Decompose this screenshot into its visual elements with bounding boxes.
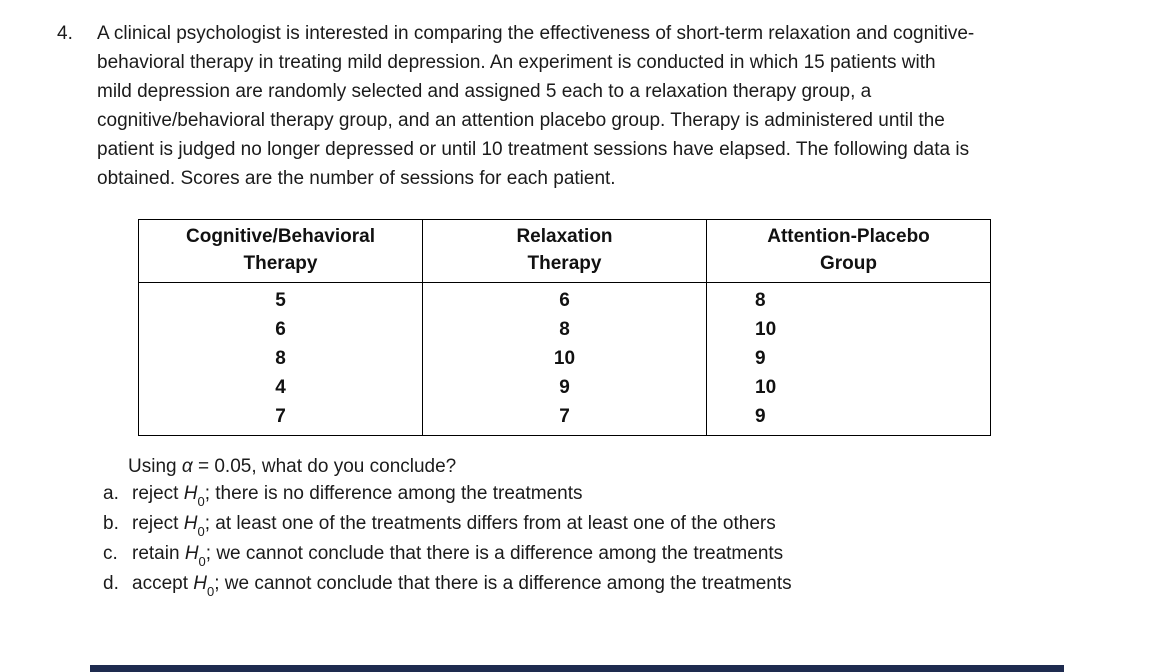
- intro-line: cognitive/behavioral therapy group, and …: [97, 110, 945, 131]
- question-4: 4. A clinical psychologist is interested…: [57, 19, 974, 193]
- table-cell: 7: [422, 402, 707, 436]
- h0-subscript: 0: [197, 493, 205, 509]
- table-row: 7 7 9: [138, 402, 991, 436]
- option-d: d. accept H0; we cannot conclude that th…: [103, 569, 792, 599]
- table-cell: 6: [422, 282, 707, 315]
- option-letter: a.: [103, 483, 119, 504]
- header-line: Relaxation: [516, 226, 613, 247]
- h0-symbol: H: [183, 513, 198, 534]
- intro-line: behavioral therapy in treating mild depr…: [97, 52, 936, 73]
- table-cell: 10: [422, 344, 707, 373]
- table-cell: 8: [422, 315, 707, 344]
- table-cell: 4: [138, 373, 423, 402]
- therapy-sessions-table: Cognitive/Behavioral Therapy Relaxation …: [138, 219, 991, 436]
- table-cell: 9: [706, 344, 991, 373]
- option-text: reject H0; there is no difference among …: [132, 483, 583, 509]
- table-header-row: Cognitive/Behavioral Therapy Relaxation …: [138, 219, 991, 283]
- table-row: 4 9 10: [138, 373, 991, 402]
- table-cell: 5: [138, 282, 423, 315]
- option-text: accept H0; we cannot conclude that there…: [132, 573, 792, 599]
- alpha-symbol: α: [181, 456, 193, 477]
- conclusion-prompt: Using α = 0.05, what do you conclude?: [128, 452, 456, 481]
- h0-symbol: H: [193, 573, 207, 594]
- header-line: Therapy: [243, 253, 318, 274]
- option-b: b. reject H0; at least one of the treatm…: [103, 509, 792, 539]
- h0-symbol: H: [184, 543, 199, 564]
- intro-line: obtained. Scores are the number of sessi…: [97, 168, 616, 189]
- option-c: c. retain H0; we cannot conclude that th…: [103, 539, 792, 569]
- answer-options: a. reject H0; there is no difference amo…: [103, 479, 792, 599]
- header-line: Cognitive/Behavioral: [186, 226, 375, 247]
- column-header-attention-placebo: Attention-Placebo Group: [706, 219, 991, 283]
- h0-subscript: 0: [207, 583, 215, 599]
- header-line: Group: [820, 253, 877, 274]
- header-line: Attention-Placebo: [767, 226, 930, 247]
- column-header-cognitive-behavioral: Cognitive/Behavioral Therapy: [138, 219, 423, 283]
- question-number: 4.: [57, 23, 73, 44]
- table-cell: 8: [706, 282, 991, 315]
- intro-line: patient is judged no longer depressed or…: [97, 139, 970, 160]
- intro-line: mild depression are randomly selected an…: [97, 81, 872, 102]
- h0-symbol: H: [183, 483, 198, 504]
- table-cell: 8: [138, 344, 423, 373]
- table-cell: 6: [138, 315, 423, 344]
- table-cell: 10: [706, 315, 991, 344]
- option-letter: d.: [103, 573, 119, 594]
- prompt-rest: = 0.05, what do you conclude?: [192, 456, 457, 477]
- option-letter: b.: [103, 513, 119, 534]
- table-cell: 7: [138, 402, 423, 436]
- h0-subscript: 0: [197, 523, 205, 539]
- option-text: reject H0; at least one of the treatment…: [132, 513, 776, 539]
- h0-subscript: 0: [198, 553, 206, 569]
- prompt-prefix: Using: [128, 456, 182, 477]
- header-line: Therapy: [527, 253, 602, 274]
- option-text: retain H0; we cannot conclude that there…: [132, 543, 784, 569]
- table-cell: 10: [706, 373, 991, 402]
- option-a: a. reject H0; there is no difference amo…: [103, 479, 792, 509]
- table-cell: 9: [706, 402, 991, 436]
- table-row: 6 8 10: [138, 315, 991, 344]
- clipped-bottom-rule: [90, 665, 1064, 672]
- question-intro-text: A clinical psychologist is interested in…: [97, 19, 974, 193]
- table-cell: 9: [422, 373, 707, 402]
- table-row: 8 10 9: [138, 344, 991, 373]
- table-row: 5 6 8: [138, 282, 991, 315]
- intro-line: A clinical psychologist is interested in…: [97, 23, 975, 44]
- option-letter: c.: [103, 543, 118, 564]
- column-header-relaxation: Relaxation Therapy: [422, 219, 707, 283]
